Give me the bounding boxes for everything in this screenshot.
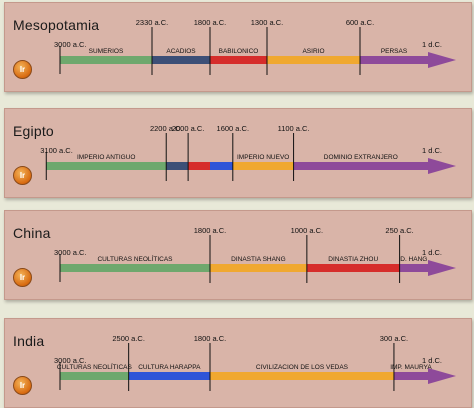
timeline-arrowhead <box>428 158 456 174</box>
date-label: 1600 a.C. <box>217 124 250 133</box>
timeline-title: China <box>13 225 51 241</box>
timeline-panel-egipto: Egipto Ir 3100 a.C. 2200 a.C. 2000 a.C. 160… <box>4 108 472 198</box>
timeline-arrowhead <box>428 260 456 276</box>
period-bar <box>152 56 210 64</box>
period-bar <box>360 56 428 64</box>
date-label: 3000 a.C. <box>54 356 87 365</box>
date-label: 2200 a.C. <box>150 124 183 133</box>
period-label: DINASTIA ZHOU <box>328 256 378 263</box>
period-bar <box>210 56 267 64</box>
timeline-title: India <box>13 333 45 349</box>
date-label: 1 d.C. <box>422 146 442 155</box>
date-label: 2000 a.C. <box>172 124 205 133</box>
timeline-chart: 3000 a.C. 2330 a.C. 1800 a.C. 1300 a.C. 600 … <box>54 18 456 75</box>
timeline-arrowhead <box>428 368 456 384</box>
date-label: 3100 a.C. <box>40 146 73 155</box>
date-label: 1 d.C. <box>422 356 442 365</box>
period-label: ACADIOS <box>166 48 196 55</box>
timeline-panel-india: India Ir 3000 a.C. 2500 a.C. 1800 a.C. 300 … <box>4 318 472 408</box>
period-label: IMPERIO ANTIGUO <box>77 154 136 161</box>
date-label: 250 a.C. <box>385 226 413 235</box>
period-bar <box>306 264 400 272</box>
date-label: 1100 a.C. <box>278 124 310 133</box>
period-label: D. HANG <box>400 256 427 263</box>
period-bar <box>60 372 129 380</box>
period-label: CULTURA HARAPPA <box>138 364 201 371</box>
period-label: CIVILIZACION DE LOS VEDAS <box>256 364 349 371</box>
period-bar <box>46 162 167 170</box>
period-bar <box>210 372 394 380</box>
period-label: ASIRIO <box>302 48 324 55</box>
period-bar <box>60 56 152 64</box>
period-bar <box>128 372 210 380</box>
period-bar <box>293 162 428 170</box>
date-label: 1800 a.C. <box>194 334 227 343</box>
period-label: PERSAS <box>381 48 408 55</box>
date-label: 1 d.C. <box>422 248 442 257</box>
period-bar <box>267 56 360 64</box>
timeline-panel-china: China Ir 3000 a.C. 1800 a.C. 1000 a.C. 250 … <box>4 210 472 300</box>
period-label: DOMINIO EXTRANJERO <box>324 154 398 161</box>
period-label: CULTURAS NEOLÍTICAS <box>97 254 173 263</box>
timeline-title: Mesopotamia <box>13 17 100 33</box>
period-label: IMPERIO NUEVO <box>237 154 289 161</box>
ir-button[interactable]: Ir <box>13 166 32 185</box>
period-label: SUMERIOS <box>89 48 124 55</box>
period-bar <box>232 162 294 170</box>
timeline-arrowhead <box>428 52 456 68</box>
date-label: 1800 a.C. <box>194 18 227 27</box>
timeline-title: Egipto <box>13 123 54 139</box>
timeline-chart: 3100 a.C. 2200 a.C.2000 a.C. 1600 a.C. 1100… <box>40 124 456 181</box>
period-bar <box>188 162 210 170</box>
timeline-panel-mesopotamia: Mesopotamia Ir 3000 a.C. 2330 a.C. 1800 a.… <box>4 2 472 92</box>
date-label: 300 a.C. <box>380 334 408 343</box>
date-label: 2330 a.C. <box>136 18 169 27</box>
timeline-chart: 3000 a.C. 2500 a.C. 1800 a.C. 300 a.C. 1 d.C… <box>54 334 456 391</box>
date-label: 3000 a.C. <box>54 248 87 257</box>
period-bar <box>399 264 428 272</box>
ir-button[interactable]: Ir <box>13 376 32 395</box>
date-label: 2500 a.C. <box>112 334 145 343</box>
ir-button[interactable]: Ir <box>13 268 32 287</box>
date-label: 3000 a.C. <box>54 40 87 49</box>
date-label: 1000 a.C. <box>291 226 324 235</box>
timeline-chart: 3000 a.C. 1800 a.C. 1000 a.C. 250 a.C. 1 d.C… <box>54 226 456 283</box>
period-label: IMP. MAURYA <box>390 364 432 371</box>
period-bar <box>60 264 210 272</box>
date-label: 1 d.C. <box>422 40 442 49</box>
ir-button[interactable]: Ir <box>13 60 32 79</box>
period-bar <box>166 162 189 170</box>
date-label: 1800 a.C. <box>194 226 227 235</box>
date-label: 1300 a.C. <box>251 18 284 27</box>
period-bar <box>393 372 428 380</box>
date-label: 600 a.C. <box>346 18 374 27</box>
period-bar <box>210 264 307 272</box>
period-label: CULTURAS NEOLÍTICAS <box>57 362 133 371</box>
period-label: BABILONICO <box>219 48 259 55</box>
period-bar <box>210 162 233 170</box>
period-label: DINASTIA SHANG <box>231 256 286 263</box>
